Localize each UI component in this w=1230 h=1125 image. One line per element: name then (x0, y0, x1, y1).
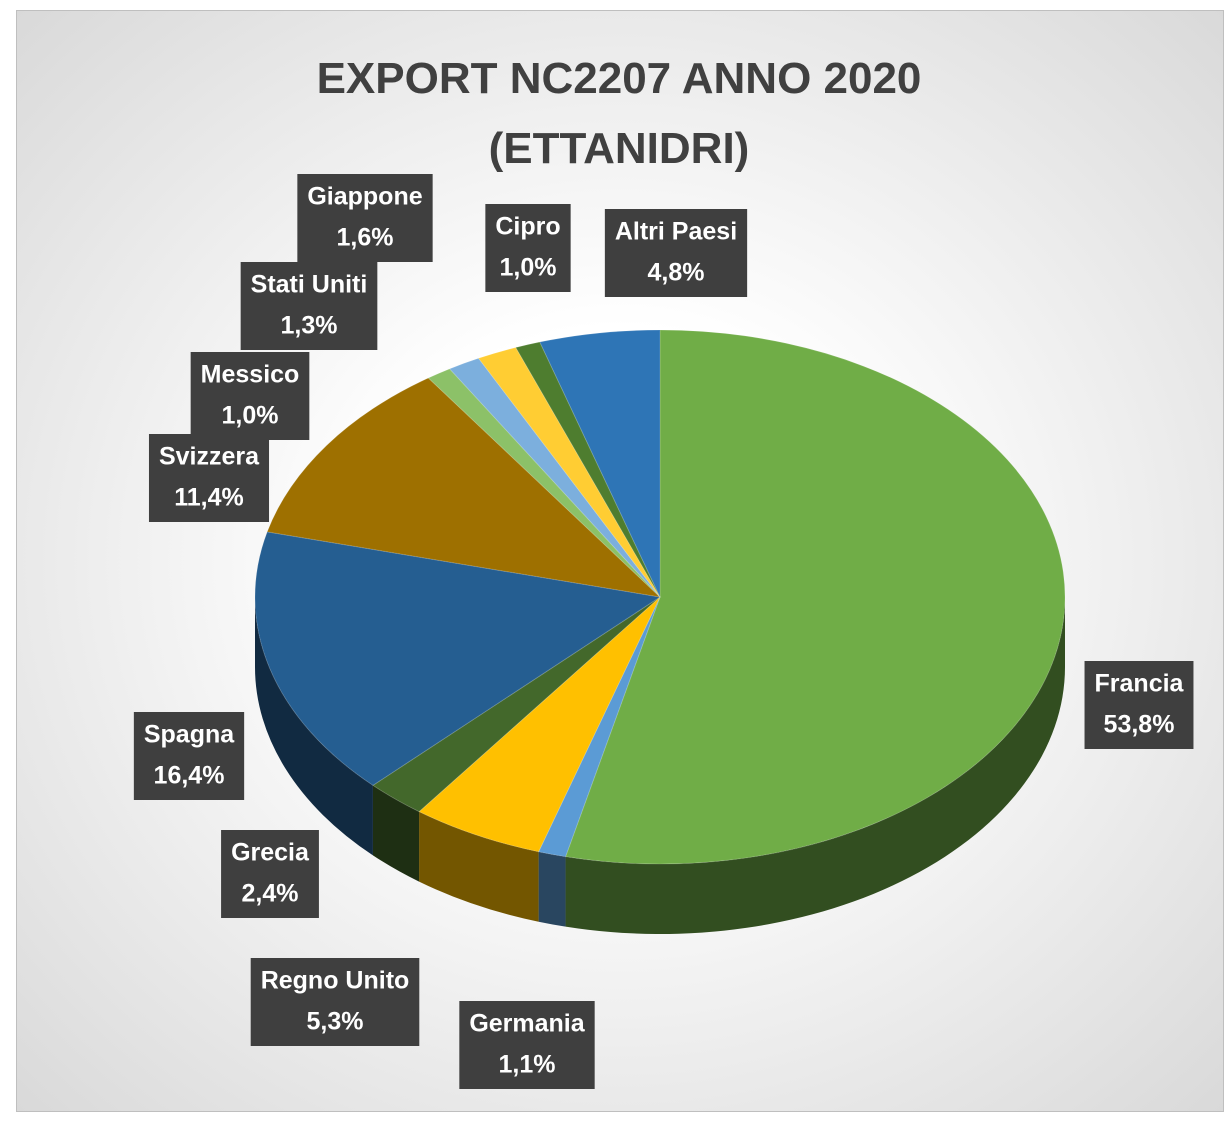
pie-slice (564, 329, 1066, 865)
data-label: Svizzera 11,4% (148, 434, 270, 522)
data-label-box (240, 262, 378, 350)
data-label-box (133, 712, 245, 800)
pie-slice (477, 346, 661, 598)
pie-slice (539, 329, 661, 598)
data-label: Messico 1,0% (190, 352, 310, 440)
data-label-name: Messico (201, 361, 300, 389)
data-label-value: 4,8% (648, 259, 705, 287)
data-label-name: Giappone (307, 183, 422, 211)
data-label-value: 16,4% (154, 762, 225, 790)
slice-side (565, 597, 1065, 934)
data-label-name: Francia (1095, 670, 1185, 698)
pie-sides (255, 597, 1065, 934)
data-label: Altri Paesi 4,8% (604, 209, 748, 297)
data-label-box (459, 1001, 595, 1089)
data-label-name: Svizzera (159, 443, 260, 471)
data-label-value: 1,1% (499, 1051, 556, 1079)
data-label-name: Regno Unito (261, 967, 410, 995)
data-label: Francia 53,8% (1084, 661, 1194, 749)
data-label-name: Cipro (495, 213, 560, 241)
data-label-value: 2,4% (242, 880, 299, 908)
data-label-box (604, 209, 748, 297)
data-label-value: 1,0% (222, 402, 279, 430)
data-label-name: Grecia (231, 839, 310, 867)
data-label-box (221, 830, 319, 918)
data-label: Spagna 16,4% (133, 712, 245, 800)
data-label-value: 53,8% (1104, 711, 1175, 739)
data-label-name: Stati Uniti (251, 271, 368, 299)
pie-slice (266, 377, 662, 598)
data-label: Grecia 2,4% (221, 830, 319, 918)
pie-slice (515, 341, 661, 598)
data-label-value: 5,3% (307, 1008, 364, 1036)
data-label-box (148, 434, 270, 522)
pie-slice (427, 368, 661, 598)
slice-side (419, 811, 539, 922)
data-label-box (250, 958, 420, 1046)
pie-slice (254, 531, 662, 786)
pie-slice (418, 596, 661, 853)
slice-side (255, 597, 373, 856)
data-label-value: 11,4% (174, 484, 244, 512)
data-label: Germania 1,1% (459, 1001, 595, 1089)
data-label: Regno Unito 5,3% (250, 958, 420, 1046)
chart-title: EXPORT NC2207 ANNO 2020 (ETTANIDRI) (316, 54, 922, 173)
data-label-name: Germania (469, 1010, 585, 1038)
data-label-box (190, 352, 310, 440)
data-label-value: 1,0% (500, 254, 557, 282)
data-label: Cipro 1,0% (485, 204, 571, 292)
pie-slice (372, 596, 661, 813)
data-label: Giappone 1,6% (297, 174, 433, 262)
data-label-box (297, 174, 433, 262)
data-label-name: Spagna (144, 721, 235, 749)
data-label-box (485, 204, 571, 292)
data-label-name: Altri Paesi (615, 218, 737, 246)
data-label-value: 1,3% (281, 312, 338, 340)
slice-side (538, 851, 566, 927)
slice-side (372, 785, 420, 882)
data-label: Stati Uniti 1,3% (240, 262, 378, 350)
pie-slice (537, 596, 661, 858)
data-label-box (1084, 661, 1194, 749)
pie-slice (448, 357, 661, 598)
data-label-value: 1,6% (337, 224, 394, 252)
